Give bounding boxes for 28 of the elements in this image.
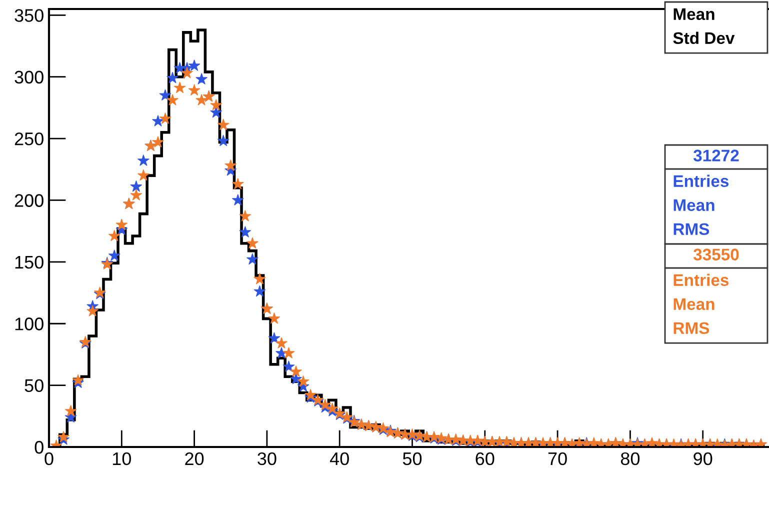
y-tick-label: 350 xyxy=(14,9,44,22)
x-tick-label: 70 xyxy=(548,452,567,466)
y-tick-label: 0 xyxy=(34,440,44,454)
x-tick-label: 80 xyxy=(620,452,640,466)
text: 31272 xyxy=(693,150,739,162)
y-tick-label: 300 xyxy=(14,70,44,84)
x-tick-label: 50 xyxy=(402,452,422,466)
y-tick-label: 250 xyxy=(14,132,44,146)
y-tick-label: 100 xyxy=(15,318,44,330)
x-tick-label: 0 xyxy=(44,452,54,466)
y-tick-label: 200 xyxy=(14,194,44,207)
annotation: RMS xyxy=(674,322,710,334)
annotation: Mean xyxy=(674,298,714,310)
x-tick-label: 90 xyxy=(694,452,712,466)
x-tick-label: 30 xyxy=(258,452,276,466)
annotation: Std Dev xyxy=(673,32,735,44)
y-tick-label: 50 xyxy=(24,379,44,392)
x-tick-label: 10 xyxy=(112,452,131,466)
annotation: Mean xyxy=(674,199,714,212)
annotation: RMS xyxy=(674,223,710,236)
x-tick-label: 20 xyxy=(185,452,204,466)
annotation: Entries xyxy=(674,174,729,188)
text: 33550 xyxy=(693,248,739,260)
annotation: Entries xyxy=(674,274,729,286)
x-tick-label: 60 xyxy=(476,452,494,466)
y-tick-label: 150 xyxy=(15,256,44,269)
annotation: Mean xyxy=(674,8,714,20)
x-tick-label: 40 xyxy=(330,452,349,466)
